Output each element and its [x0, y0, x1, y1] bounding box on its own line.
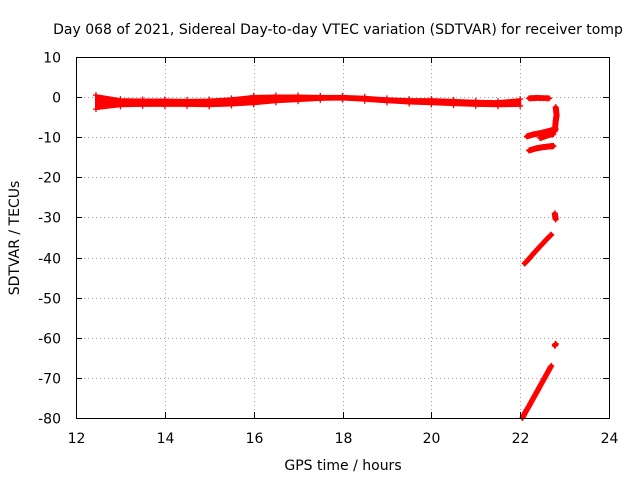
- data-trail: [552, 341, 558, 348]
- y-tick-label: -20: [38, 171, 61, 187]
- data-trail: [552, 211, 558, 222]
- x-tick-labels: 12 14 16 18 20 22 24: [68, 431, 619, 447]
- data-point: [295, 92, 302, 99]
- data-point: [295, 98, 302, 105]
- grid: [76, 57, 609, 418]
- data-point: [206, 103, 213, 110]
- ticks: [76, 57, 610, 419]
- data-trail: [552, 105, 559, 134]
- data-point: [494, 103, 501, 110]
- data-point: [472, 97, 479, 104]
- data-point: [161, 96, 168, 103]
- data-trail: [522, 232, 554, 266]
- data-point: [161, 102, 168, 109]
- data-series: [537, 131, 557, 142]
- data-point: [250, 92, 257, 99]
- y-tick-label: -80: [38, 412, 61, 428]
- data-series: [526, 94, 553, 102]
- y-tick-label: 0: [52, 91, 61, 107]
- data-point: [428, 96, 435, 103]
- x-tick-label: 16: [246, 431, 264, 447]
- data-point: [117, 96, 124, 103]
- data-point: [472, 102, 479, 109]
- data-point: [517, 102, 524, 109]
- data-point: [428, 101, 435, 108]
- x-tick-label: 24: [601, 431, 619, 447]
- x-tick-label: 14: [157, 431, 175, 447]
- y-tick-label: -10: [38, 131, 61, 147]
- data-point: [272, 92, 279, 99]
- data-point: [139, 96, 146, 103]
- data-series: [551, 340, 559, 349]
- x-tick-label: 20: [423, 431, 441, 447]
- chart-title: Day 068 of 2021, Sidereal Day-to-day VTE…: [53, 22, 623, 38]
- y-tick-label: -30: [38, 211, 61, 227]
- data-point: [117, 103, 124, 110]
- data-point: [228, 95, 235, 102]
- data-point: [317, 92, 324, 99]
- data-point: [517, 96, 524, 103]
- data-point: [272, 99, 279, 106]
- data-series: [519, 362, 555, 421]
- y-tick-label: -50: [38, 292, 61, 308]
- data-series: [92, 92, 524, 113]
- data-point: [450, 102, 457, 109]
- data-trail: [520, 363, 554, 420]
- data-point: [184, 96, 191, 103]
- y-tick-label: -40: [38, 252, 61, 268]
- data-point: [228, 102, 235, 109]
- y-tick-label: -70: [38, 372, 61, 388]
- data-point: [361, 93, 368, 100]
- y-axis-label: SDTVAR / TECUs: [7, 181, 23, 296]
- data-point: [92, 106, 99, 113]
- data-trail: [527, 144, 556, 153]
- data-trail: [538, 132, 556, 140]
- data-series: [526, 143, 557, 154]
- data-point: [250, 101, 257, 108]
- data-point: [494, 98, 501, 105]
- data-point: [339, 92, 346, 99]
- data-series: [551, 104, 560, 135]
- y-tick-label: -60: [38, 332, 61, 348]
- data-layer: [92, 92, 560, 421]
- x-tick-label: 12: [68, 431, 86, 447]
- y-tick-label: 10: [43, 51, 61, 67]
- data-point: [383, 95, 390, 102]
- data-point: [450, 96, 457, 103]
- data-point: [139, 102, 146, 109]
- data-point: [206, 96, 213, 103]
- x-tick-label: 22: [512, 431, 530, 447]
- y-tick-labels: 10 0 -10 -20 -30 -40 -50 -60 -70 -80: [38, 51, 61, 428]
- data-series: [551, 210, 559, 223]
- x-axis-label: GPS time / hours: [284, 458, 401, 474]
- x-tick-label: 18: [335, 431, 353, 447]
- data-point: [184, 102, 191, 109]
- data-point: [406, 96, 413, 103]
- data-point: [92, 92, 99, 99]
- data-series: [521, 231, 555, 267]
